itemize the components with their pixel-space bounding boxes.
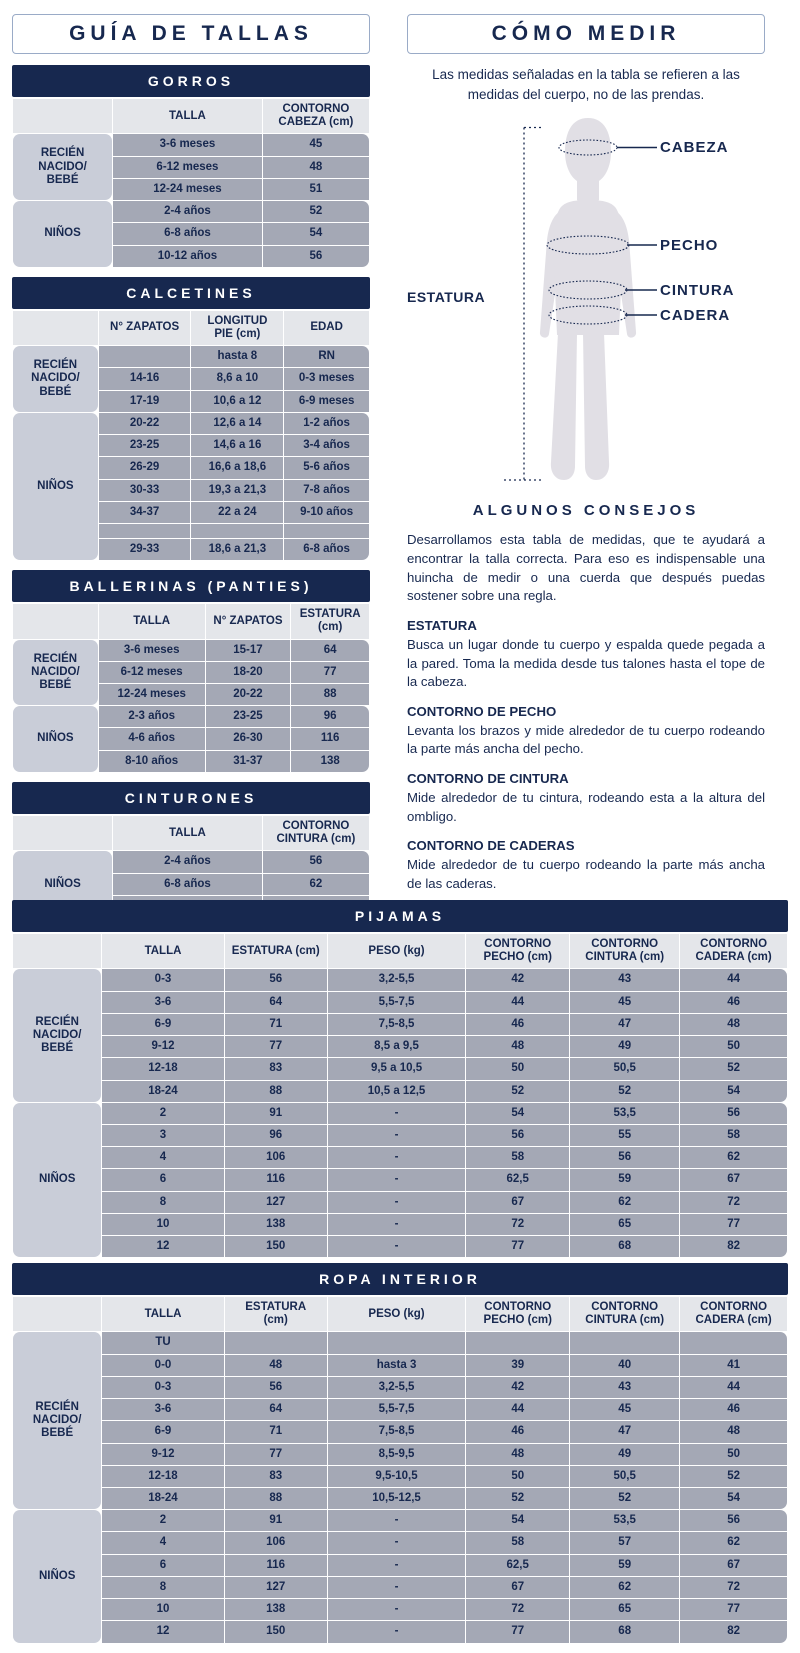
svg-text:CADERA: CADERA: [660, 307, 730, 324]
svg-text:CINTURA: CINTURA: [660, 282, 735, 299]
svg-text:ESTATURA: ESTATURA: [407, 289, 485, 305]
svg-text:CABEZA: CABEZA: [660, 139, 729, 156]
svg-text:PECHO: PECHO: [660, 237, 718, 254]
